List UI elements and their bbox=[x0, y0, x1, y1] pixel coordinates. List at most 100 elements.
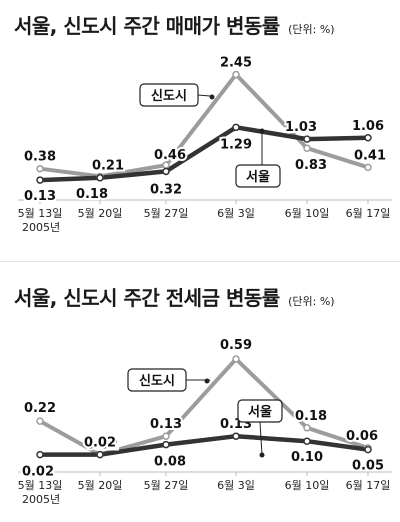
data-label: 0.02 bbox=[84, 436, 116, 451]
x-tick-label: 5월 27일 bbox=[144, 478, 189, 492]
data-label: 0.18 bbox=[76, 187, 108, 202]
legend-label: 신도시 bbox=[151, 89, 187, 104]
data-label: 0.05 bbox=[352, 459, 384, 474]
data-label: 0.22 bbox=[24, 401, 56, 416]
data-label: 0.02 bbox=[86, 438, 118, 453]
data-point bbox=[162, 432, 170, 440]
legend-box bbox=[237, 399, 283, 423]
data-point bbox=[162, 440, 170, 449]
chart-title: 서울, 신도시 주간 전세금 변동률 (단위: %) bbox=[14, 286, 335, 310]
data-label-halo: 0.02 bbox=[22, 465, 54, 480]
data-label-halo: 0.13 bbox=[24, 189, 56, 204]
data-label-halo: 0.08 bbox=[154, 455, 186, 470]
x-tick-label: 5월 20일 bbox=[78, 478, 123, 492]
legend-box bbox=[127, 368, 187, 392]
data-point bbox=[96, 450, 104, 459]
year-label: 2005년 bbox=[22, 493, 60, 506]
x-tick-label: 5월 27일 bbox=[144, 206, 189, 220]
data-label-halo: 0.10 bbox=[291, 450, 323, 465]
series-line-sindosi bbox=[38, 72, 370, 179]
x-tick-label: 6월 3일 bbox=[217, 206, 255, 220]
x-tick-label: 6월 10일 bbox=[285, 478, 330, 492]
data-label: 0.41 bbox=[354, 148, 386, 163]
line-chart-sale: 5월 13일 5월 20일 5월 27일 6월 3일 6월 10일 6월 17일 2005년… bbox=[18, 54, 392, 234]
data-label-halo: 0.46 bbox=[154, 148, 186, 163]
data-label-halo: 0.18 bbox=[295, 409, 327, 424]
legend-leader-dot bbox=[259, 452, 265, 458]
data-point bbox=[303, 135, 311, 143]
data-label: 0.06 bbox=[346, 429, 378, 444]
legend-label: 신도시 bbox=[139, 374, 175, 389]
series-line-seoul bbox=[37, 433, 371, 457]
legend-leader-dot bbox=[259, 128, 265, 134]
data-label: 1.29 bbox=[220, 137, 252, 152]
data-point bbox=[232, 355, 240, 363]
data-point bbox=[36, 176, 44, 184]
chart-title: 서울, 신도시 주간 매매가 변동률 (단위: %) bbox=[14, 14, 335, 38]
data-label-halo: 0.21 bbox=[92, 158, 124, 173]
data-label-halo: 1.06 bbox=[352, 119, 384, 134]
data-label-halo: 0.32 bbox=[150, 182, 182, 197]
chart-panel-sale: 서울, 신도시 주간 매매가 변동률 (단위: %) 5월 13일 5월 20일 5… bbox=[0, 0, 400, 250]
data-label-halo: 0.38 bbox=[24, 150, 56, 165]
data-point bbox=[364, 134, 372, 142]
series-line-seoul bbox=[37, 125, 371, 183]
data-label: 0.32 bbox=[150, 182, 182, 197]
data-label-halo: 0.18 bbox=[76, 187, 108, 202]
data-label-halo: 1.29 bbox=[220, 137, 252, 152]
data-label-halo: 0.83 bbox=[295, 158, 327, 173]
data-label: 0.13 bbox=[150, 417, 182, 432]
data-label-halo: 0.02 bbox=[84, 436, 116, 451]
data-label: 0.46 bbox=[154, 148, 186, 163]
legend-leader-dot bbox=[209, 94, 215, 100]
legend-leader-dot bbox=[204, 378, 210, 384]
data-label: 2.45 bbox=[220, 56, 252, 71]
data-label-halo: 0.22 bbox=[24, 401, 56, 416]
panel-divider bbox=[0, 261, 400, 262]
data-point bbox=[36, 164, 44, 173]
data-label: 0.18 bbox=[295, 409, 327, 424]
data-label: 0.38 bbox=[24, 150, 56, 165]
data-point bbox=[36, 417, 44, 425]
data-label: 0.21 bbox=[92, 158, 124, 173]
data-point bbox=[162, 167, 170, 176]
legend-box bbox=[139, 83, 199, 107]
data-label-halo: 0.41 bbox=[354, 148, 386, 163]
data-point bbox=[232, 70, 240, 79]
data-point bbox=[303, 424, 311, 432]
unit-label: (단위: %) bbox=[288, 23, 335, 36]
x-tick-label: 6월 3일 bbox=[217, 478, 255, 492]
data-label: 0.83 bbox=[295, 158, 327, 173]
x-tick-label: 6월 17일 bbox=[346, 478, 391, 492]
data-label-halo: 0.06 bbox=[346, 429, 378, 444]
data-label: 1.03 bbox=[285, 120, 317, 135]
data-label: 0.02 bbox=[22, 465, 54, 480]
data-label-halo: 0.59 bbox=[220, 338, 252, 353]
data-label: 0.08 bbox=[154, 455, 186, 470]
data-label: 1.06 bbox=[352, 119, 384, 134]
data-point bbox=[232, 123, 240, 132]
x-tick-label: 5월 13일 bbox=[18, 478, 63, 492]
data-label-halo: 0.13 bbox=[150, 417, 182, 432]
x-tick-label: 6월 17일 bbox=[346, 206, 391, 220]
legend-label: 서울 bbox=[246, 169, 270, 185]
line-chart-jeonse: 5월 13일 5월 20일 5월 27일 6월 3일 6월 10일 6월 17일 2005년… bbox=[18, 336, 392, 506]
x-tick-label: 6월 10일 bbox=[285, 206, 330, 220]
data-point bbox=[96, 174, 104, 182]
data-label-halo: 0.05 bbox=[352, 459, 384, 474]
data-point bbox=[303, 437, 311, 445]
data-point bbox=[303, 144, 311, 152]
data-label-halo: 0.02 bbox=[86, 438, 118, 453]
series-line-sindosi bbox=[38, 357, 370, 457]
legend-box bbox=[235, 164, 281, 188]
year-label: 2005년 bbox=[22, 221, 60, 234]
data-label: 0.13 bbox=[24, 189, 56, 204]
legend-label: 서울 bbox=[248, 404, 272, 420]
data-label-halo: 1.03 bbox=[285, 120, 317, 135]
x-tick-label: 5월 13일 bbox=[18, 206, 63, 220]
data-point bbox=[364, 445, 372, 454]
data-label-halo: 2.45 bbox=[220, 56, 252, 71]
data-point bbox=[232, 432, 240, 440]
data-label: 0.10 bbox=[291, 450, 323, 465]
chart-panel-jeonse: 서울, 신도시 주간 전세금 변동률 (단위: %) 5월 13일 5월 20일 5… bbox=[0, 272, 400, 522]
